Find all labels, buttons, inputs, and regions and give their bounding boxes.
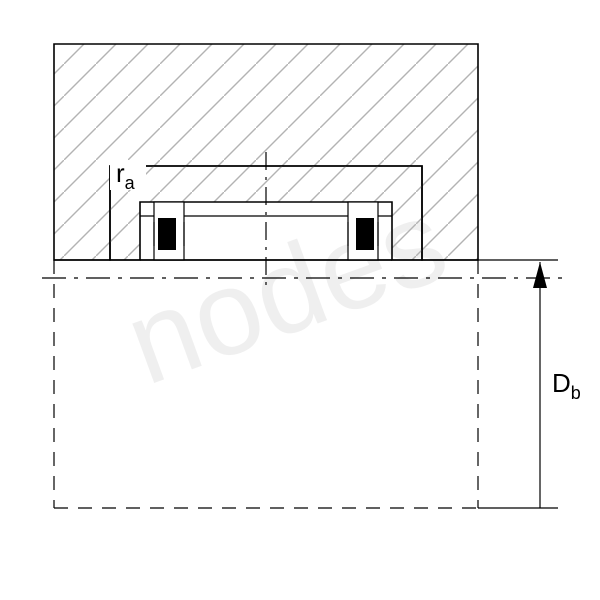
bearing-cross-section-diagram: nodes ra Db [0,0,600,600]
roller-left [158,218,176,250]
db-label: Db [552,368,581,403]
roller-right [356,218,374,250]
db-dimension [478,260,558,508]
db-arrowhead-icon [533,262,547,288]
